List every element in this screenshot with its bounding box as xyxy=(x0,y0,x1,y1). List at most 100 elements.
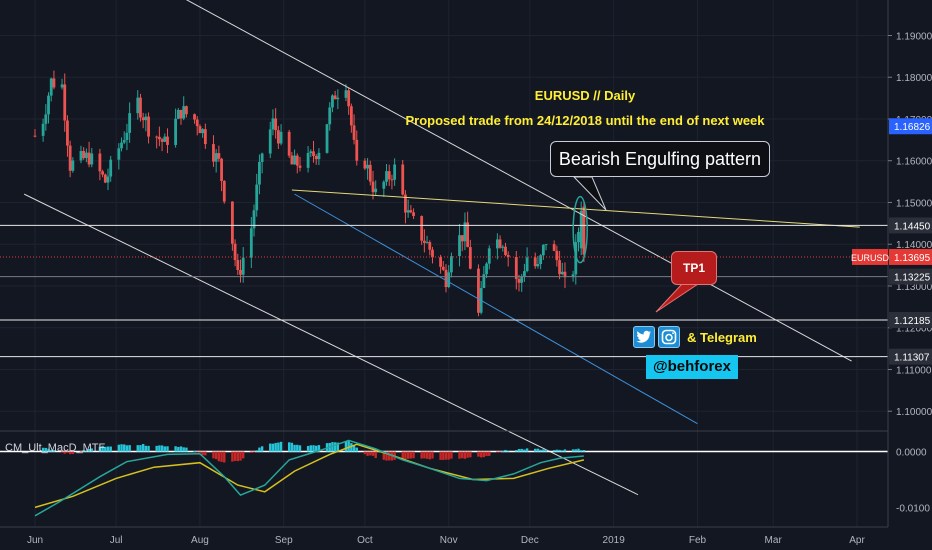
candle-body xyxy=(306,153,310,168)
candle-body xyxy=(349,106,353,126)
price-level-tag xyxy=(889,118,932,135)
candle-body xyxy=(233,243,237,260)
grid-lines xyxy=(0,0,888,527)
candle-body xyxy=(506,254,510,257)
macd-bar xyxy=(347,441,350,452)
macd-bar xyxy=(406,451,410,459)
candle-body xyxy=(117,148,121,160)
candle-body xyxy=(163,136,167,142)
price-level-tag-label: 1.13225 xyxy=(894,273,931,284)
macd-bar xyxy=(293,444,296,452)
macd-bar xyxy=(401,451,404,460)
macd-bar xyxy=(204,451,207,456)
macd-bar xyxy=(447,451,450,460)
macd-bar xyxy=(388,451,391,461)
candle-body xyxy=(249,228,253,258)
macd-bar xyxy=(158,445,161,452)
candle-body xyxy=(390,179,394,181)
macd-bar xyxy=(352,445,356,452)
candle-body xyxy=(139,97,142,118)
macd-bar xyxy=(496,451,499,453)
macd-bar xyxy=(147,445,150,452)
macd-bar xyxy=(577,448,580,452)
candle-body xyxy=(371,181,375,193)
candle-body xyxy=(409,210,413,213)
candle-body xyxy=(344,90,348,98)
macd-bar xyxy=(136,445,139,452)
candle-body xyxy=(52,78,56,88)
macd-bar xyxy=(312,445,315,452)
macd-bar xyxy=(236,451,239,462)
candle-body xyxy=(195,119,199,127)
candle-body xyxy=(312,151,315,157)
candle-body xyxy=(517,279,521,283)
macd-bar xyxy=(571,449,575,452)
social-handle[interactable]: @behforex xyxy=(646,355,738,379)
macd-bar xyxy=(68,451,72,455)
chart-subtitle: Proposed trade from 24/12/2018 until the… xyxy=(405,113,765,128)
candle-body xyxy=(333,95,337,100)
macd-bar xyxy=(317,445,321,452)
macd-bar xyxy=(425,451,429,459)
macd-bar xyxy=(542,449,545,452)
macd-bar xyxy=(439,451,442,460)
x-tick-label: Sep xyxy=(275,535,293,546)
candle-body xyxy=(387,171,391,180)
macd-bar xyxy=(139,445,142,452)
candle-body xyxy=(128,113,132,133)
candle-body xyxy=(274,118,278,131)
candle-body xyxy=(293,155,296,165)
macd-bar xyxy=(41,447,45,452)
candle-body xyxy=(201,129,205,134)
macd-bar xyxy=(477,451,480,457)
candle-body xyxy=(298,165,302,168)
y-tick-label: 1.10000 xyxy=(896,407,932,418)
candle-body xyxy=(101,171,104,175)
x-tick-label: Jun xyxy=(27,535,43,546)
pattern-ellipse xyxy=(572,195,588,264)
macd-bar xyxy=(536,448,540,452)
macd-bar xyxy=(185,447,188,452)
candle-body xyxy=(214,153,218,162)
candle-body xyxy=(495,239,499,249)
price-level-tag-label: 1.14450 xyxy=(894,221,931,232)
macd-bar xyxy=(141,444,145,452)
x-tick-label: Nov xyxy=(440,535,458,546)
macd-bar xyxy=(355,447,358,452)
candle-body xyxy=(255,184,259,211)
callout-pointer xyxy=(572,176,607,211)
macd-bar xyxy=(239,451,242,461)
candle-body xyxy=(523,271,526,277)
indicator-y-tick-label: 0.0000 xyxy=(896,448,927,459)
macd-bar xyxy=(412,451,415,459)
macd-bar xyxy=(582,450,586,452)
candle-body xyxy=(147,116,150,137)
macd-bar xyxy=(233,451,237,461)
candle-body xyxy=(287,131,291,156)
x-tick-label: Aug xyxy=(191,535,209,546)
macd-bar xyxy=(563,449,567,452)
macd-bar xyxy=(555,449,559,452)
candle-body xyxy=(276,130,280,144)
candle-body xyxy=(406,210,410,213)
candle-body xyxy=(252,210,256,229)
macd-bar xyxy=(382,451,386,460)
price-level-tag xyxy=(889,348,932,365)
macd-bar xyxy=(163,446,166,452)
candle-body xyxy=(176,109,180,119)
macd-line xyxy=(34,439,584,517)
macd-bar xyxy=(201,451,204,456)
candle-body xyxy=(49,78,53,96)
macd-bar xyxy=(561,450,564,452)
candle-body xyxy=(125,132,129,141)
macd-bar xyxy=(501,451,504,453)
candle-body xyxy=(552,244,556,251)
macd-bar xyxy=(506,450,510,452)
candle-body xyxy=(136,97,140,114)
candle-body xyxy=(290,155,294,165)
candle-body xyxy=(352,125,356,140)
candle-body xyxy=(555,250,559,261)
x-tick-label: Oct xyxy=(357,535,373,546)
